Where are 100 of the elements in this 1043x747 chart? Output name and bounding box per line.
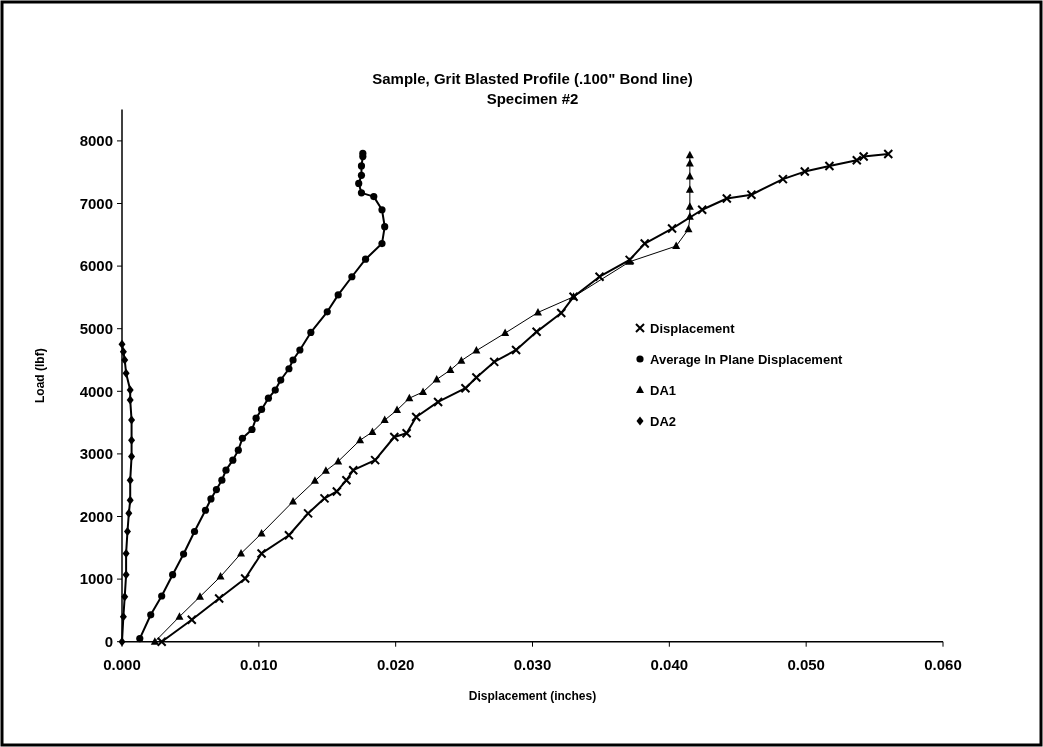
y-tick-label: 0 bbox=[104, 632, 113, 650]
point bbox=[169, 571, 177, 579]
point bbox=[824, 160, 835, 171]
point bbox=[128, 415, 136, 425]
point bbox=[393, 405, 402, 414]
point bbox=[252, 414, 260, 422]
point bbox=[136, 634, 144, 643]
point bbox=[341, 475, 352, 486]
point bbox=[331, 486, 342, 497]
chart-title: Sample, Grit Blasted Profile (.100" Bond line) bbox=[372, 70, 693, 87]
point bbox=[229, 456, 237, 464]
point bbox=[378, 206, 386, 214]
x-tick-label: 0.040 bbox=[650, 655, 689, 673]
point bbox=[123, 527, 131, 537]
point bbox=[378, 239, 386, 248]
point bbox=[489, 356, 500, 367]
point bbox=[746, 189, 757, 200]
point bbox=[179, 550, 188, 558]
point bbox=[858, 151, 869, 162]
y-tick-label: 1000 bbox=[79, 570, 113, 588]
point bbox=[685, 150, 694, 159]
point bbox=[457, 356, 466, 364]
point bbox=[256, 548, 267, 559]
point bbox=[883, 149, 894, 160]
chart-subtitle: Specimen #2 bbox=[486, 90, 579, 107]
point bbox=[321, 466, 330, 474]
point bbox=[432, 374, 441, 383]
point bbox=[460, 383, 471, 394]
point bbox=[777, 174, 788, 185]
point bbox=[355, 179, 363, 188]
point bbox=[238, 434, 247, 442]
point bbox=[289, 356, 297, 364]
point bbox=[214, 593, 225, 604]
y-axis-title: Load (lbf) bbox=[33, 348, 47, 403]
x-tick-label: 0.020 bbox=[376, 655, 415, 673]
point bbox=[851, 155, 862, 166]
y-tick-label: 4000 bbox=[79, 382, 113, 400]
point bbox=[405, 393, 414, 402]
point bbox=[446, 365, 455, 374]
point bbox=[264, 394, 273, 402]
legend-label: Displacement bbox=[650, 320, 736, 336]
point bbox=[401, 428, 412, 439]
point bbox=[684, 224, 693, 233]
x-tick-label: 0.030 bbox=[513, 655, 552, 673]
point bbox=[122, 368, 130, 378]
point bbox=[158, 592, 166, 600]
point bbox=[125, 508, 133, 518]
point bbox=[126, 395, 134, 405]
point bbox=[531, 326, 542, 337]
x-tick-label: 0.010 bbox=[240, 655, 278, 673]
point bbox=[357, 189, 366, 197]
point bbox=[122, 570, 130, 580]
legend-label: Average In Plane Displacement bbox=[650, 351, 844, 367]
x-tick-label: 0.000 bbox=[103, 655, 141, 673]
point bbox=[672, 241, 681, 250]
point bbox=[594, 271, 605, 282]
point bbox=[323, 308, 331, 316]
point bbox=[234, 446, 242, 454]
point bbox=[685, 202, 694, 210]
point bbox=[277, 376, 285, 384]
point bbox=[334, 456, 343, 465]
point bbox=[501, 328, 510, 337]
point bbox=[380, 415, 389, 424]
legend-label: DA1 bbox=[650, 382, 677, 398]
point bbox=[411, 411, 422, 422]
point bbox=[685, 185, 694, 193]
point bbox=[433, 396, 444, 407]
point bbox=[511, 344, 522, 355]
point bbox=[118, 339, 126, 349]
y-tick-label: 7000 bbox=[79, 194, 113, 212]
point bbox=[207, 495, 215, 503]
point bbox=[361, 255, 370, 263]
point bbox=[147, 611, 155, 619]
point bbox=[186, 614, 197, 625]
legend-label: DA2 bbox=[650, 413, 677, 429]
point bbox=[685, 172, 694, 180]
point bbox=[190, 527, 199, 536]
point bbox=[126, 475, 134, 485]
point bbox=[175, 612, 184, 620]
point bbox=[126, 385, 134, 395]
point bbox=[285, 365, 293, 373]
x-tick-label: 0.050 bbox=[787, 655, 825, 673]
point bbox=[218, 476, 226, 484]
point bbox=[307, 328, 315, 337]
point bbox=[697, 204, 708, 215]
point bbox=[240, 573, 251, 584]
point bbox=[271, 386, 279, 394]
point bbox=[216, 572, 225, 580]
point bbox=[721, 193, 732, 204]
point bbox=[122, 548, 130, 558]
point bbox=[667, 223, 678, 234]
point bbox=[196, 592, 204, 600]
point bbox=[472, 346, 481, 354]
point bbox=[121, 592, 129, 602]
point bbox=[201, 506, 210, 514]
point bbox=[471, 372, 482, 383]
y-tick-label: 8000 bbox=[79, 132, 113, 150]
point bbox=[150, 637, 159, 645]
point bbox=[685, 158, 694, 167]
point bbox=[799, 166, 810, 177]
